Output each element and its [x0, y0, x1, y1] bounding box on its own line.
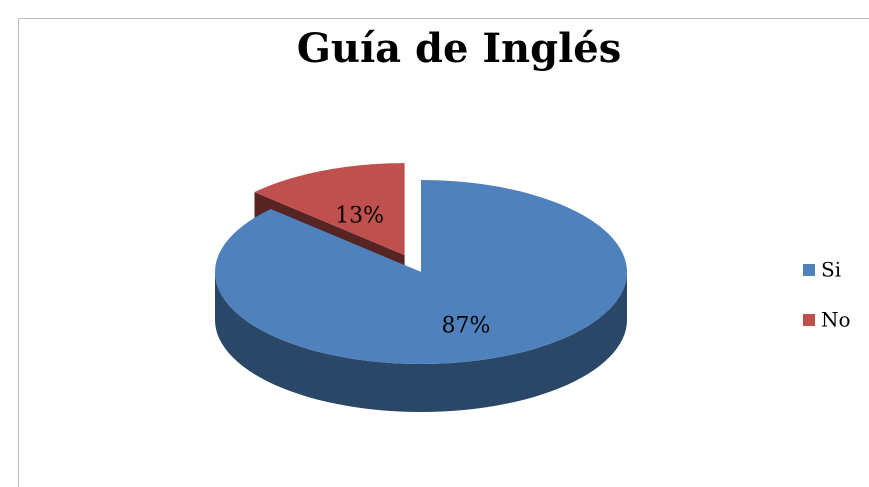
legend-label: No — [821, 308, 851, 332]
data-label: 13% — [335, 204, 384, 229]
legend-swatch — [803, 264, 815, 276]
slice — [215, 180, 627, 364]
data-label: 87% — [442, 313, 491, 338]
slice — [254, 163, 405, 256]
chart-title: Guía de Inglés — [297, 25, 622, 72]
legend-swatch — [803, 314, 815, 326]
legend-label: Si — [821, 258, 841, 282]
slice-side — [215, 272, 627, 412]
